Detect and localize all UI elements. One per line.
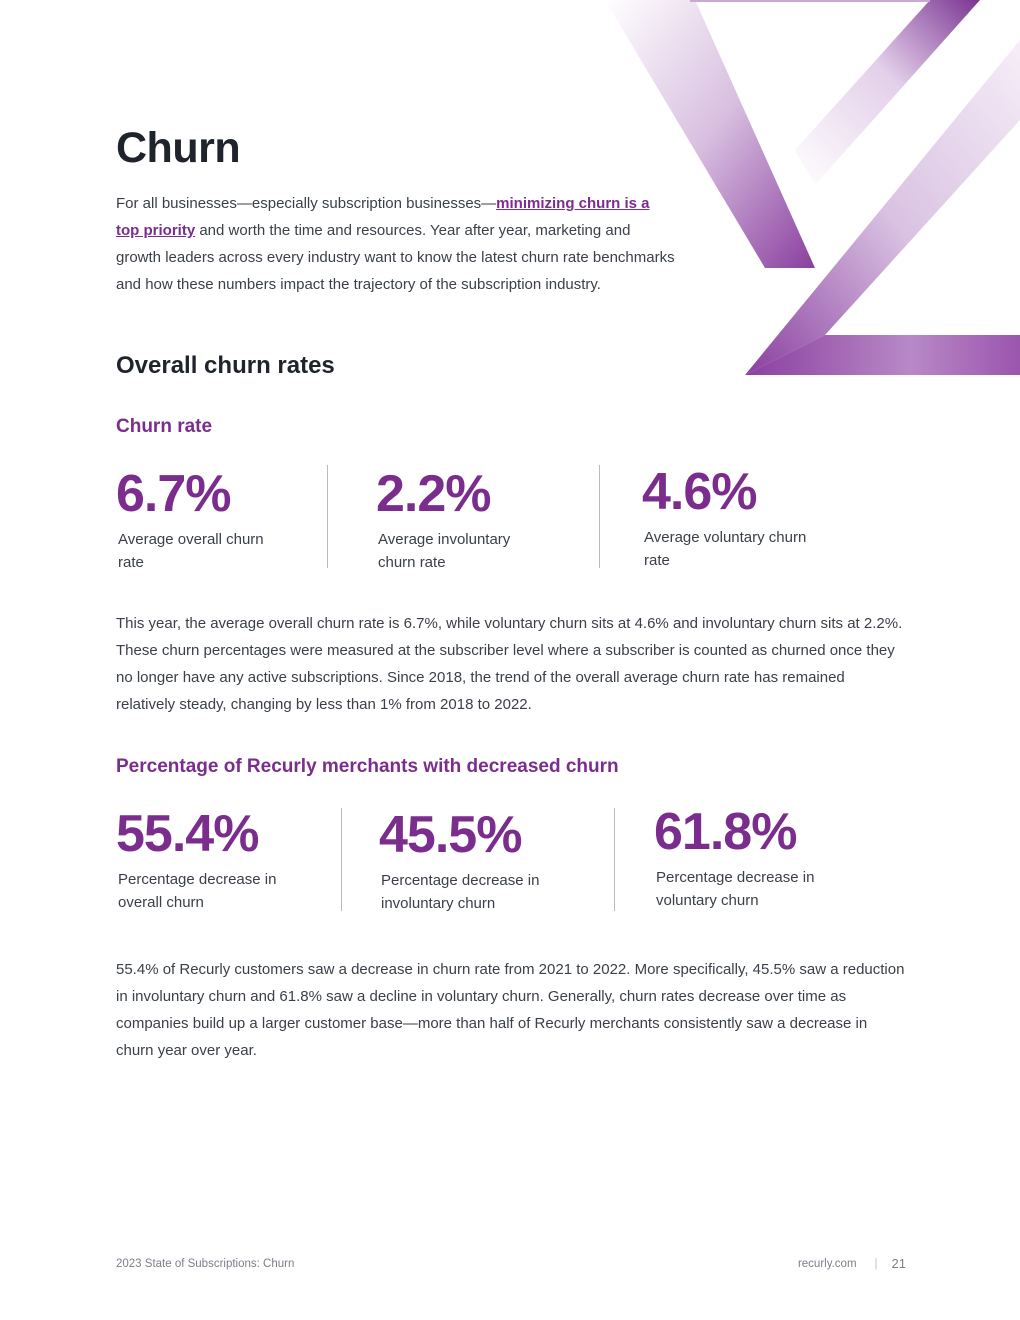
stat-divider <box>614 808 615 911</box>
footer-report-title: 2023 State of Subscriptions: Churn <box>116 1258 295 1270</box>
stat-divider <box>327 465 328 568</box>
stat-involuntary-churn: 2.2% Average involuntary churn rate <box>376 466 548 574</box>
intro-text-before-link: For all businesses—especially subscripti… <box>116 195 497 212</box>
decreased-churn-heading: Percentage of Recurly merchants with dec… <box>116 756 619 777</box>
stat-label: Average involuntary churn rate <box>378 531 511 571</box>
decreased-churn-paragraph: 55.4% of Recurly customers saw a decreas… <box>116 961 905 1059</box>
churn-priority-link[interactable]: minimizing churn is a top priority <box>116 195 650 239</box>
stat-label: Percentage decrease in voluntary churn <box>656 869 815 909</box>
stat-value: 45.5% <box>379 806 522 864</box>
stat-decrease-involuntary: 45.5% Percentage decrease in involuntary… <box>379 807 551 915</box>
stat-label: Percentage decrease in overall churn <box>118 871 277 911</box>
stat-label: Percentage decrease in involuntary churn <box>381 872 540 912</box>
stat-divider <box>341 808 342 911</box>
stat-value: 6.7% <box>116 465 232 523</box>
churn-rate-paragraph: This year, the average overall churn rat… <box>116 615 903 713</box>
stat-voluntary-churn: 4.6% Average voluntary churn rate <box>642 464 814 572</box>
stat-decrease-voluntary: 61.8% Percentage decrease in voluntary c… <box>654 804 826 912</box>
stat-label: Average overall churn rate <box>118 531 264 571</box>
stat-label: Average voluntary churn rate <box>644 529 807 569</box>
footer-right: recurly.com | 21 <box>798 1256 906 1271</box>
stat-decrease-overall: 55.4% Percentage decrease in overall chu… <box>116 806 288 914</box>
churn-rate-heading: Churn rate <box>116 416 213 437</box>
stat-value: 55.4% <box>116 805 259 863</box>
footer-site-link[interactable]: recurly.com <box>797 1257 857 1270</box>
stat-value: 61.8% <box>654 803 797 861</box>
decorative-logo-graphic <box>600 0 1020 380</box>
page-number: 21 <box>891 1256 906 1271</box>
section-title-overall-churn: Overall churn rates <box>116 352 335 379</box>
stat-value: 4.6% <box>642 463 758 521</box>
stat-value: 2.2% <box>376 465 492 523</box>
intro-text-after-link: and worth the time and resources. Year a… <box>116 222 675 293</box>
stat-overall-churn: 6.7% Average overall churn rate <box>116 466 288 574</box>
intro-paragraph: For all businesses—especially subscripti… <box>116 190 676 298</box>
stat-divider <box>599 465 600 568</box>
footer-separator: | <box>874 1257 878 1270</box>
page-title: Churn <box>116 124 241 172</box>
